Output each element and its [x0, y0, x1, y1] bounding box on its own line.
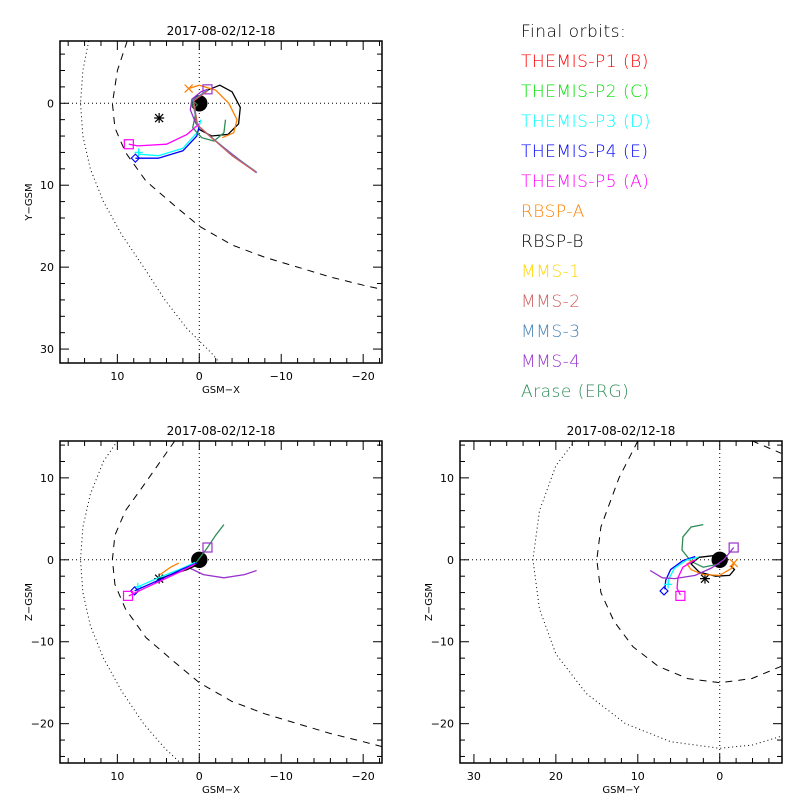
marker-rbsp-a: [184, 84, 194, 93]
magnetopause-curve: [111, 41, 382, 290]
marker-rbsp-b: [154, 573, 165, 584]
plot-frame: [59, 40, 383, 364]
plot-title: 2017-08-02/12-18: [567, 424, 676, 438]
orbit-mms-4: [189, 567, 257, 579]
plot-title: 2017-08-02/12-18: [167, 424, 276, 438]
y-tick-label: 0: [447, 554, 454, 567]
orbit-arase-erg: [194, 524, 225, 565]
x-tick-label: 0: [716, 770, 723, 783]
orbit-arase-erg: [681, 523, 720, 568]
xz-orbit-plot: 10 0 −10 −20 10 0 −10 −20 2017-08-02/12-18 GSM−X Z…: [24, 424, 383, 796]
marker-mms-4: [202, 84, 213, 95]
plot-area: [460, 441, 782, 763]
magnetopause-top-curve: [687, 441, 782, 454]
earth-disc: [711, 551, 728, 569]
magnetopause-curve: [596, 441, 782, 684]
orbit-mms-2: [192, 90, 257, 173]
legend-item-mms-4: MMS-4: [521, 352, 581, 372]
marker-themis-p3-d: [664, 580, 673, 589]
marker-rbsp-b: [699, 573, 710, 584]
orbit-rbsp-b: [194, 84, 241, 137]
orbit-mms-4: [649, 547, 735, 580]
plot-frame: [459, 440, 783, 764]
marker-themis-p5-a: [123, 139, 134, 150]
marker-themis-p3-d: [134, 148, 143, 157]
marker-themis-p4-e: [130, 153, 141, 163]
y-tick-label: −10: [431, 636, 454, 649]
x-axis-label: GSM−X: [202, 385, 240, 396]
y-axis-label: Y−GSM: [24, 183, 35, 221]
legend-item-mms-3: MMS-3: [521, 322, 581, 342]
bow-shock-curve: [532, 441, 782, 749]
orbit-themis-p3-d: [137, 119, 202, 157]
marker-themis-p4-e: [659, 586, 669, 596]
x-tick-label: 10: [110, 370, 124, 383]
orbit-rbsp-a: [686, 559, 735, 577]
x-tick-label: −10: [270, 370, 293, 383]
orbit-arase-erg: [191, 115, 227, 142]
marker-rbsp-b: [154, 113, 165, 124]
marker-mms-4: [202, 542, 213, 553]
y-tick-label: 20: [40, 261, 54, 274]
legend-item-themis-p1: THEMIS-P1 (B): [521, 52, 649, 72]
y-tick-label: −20: [431, 718, 454, 731]
x-tick-label: 0: [196, 770, 203, 783]
x-tick-label: 20: [549, 770, 563, 783]
marker-rbsp-a: [729, 558, 739, 568]
x-tick-label: −20: [352, 370, 375, 383]
orbit-themis-p3-d: [137, 561, 196, 588]
legend-title: Final orbits:: [521, 22, 627, 42]
legend-item-mms-1: MMS-1: [521, 262, 581, 282]
y-tick-label: −10: [31, 636, 54, 649]
plot-area: [60, 41, 382, 363]
y-tick-label: 10: [40, 472, 54, 485]
x-axis-label: GSM−Y: [602, 785, 640, 796]
orbit-themis-p5-a: [128, 563, 196, 597]
x-tick-label: 10: [110, 770, 124, 783]
x-tick-label: 10: [631, 770, 645, 783]
orbit-rbsp-a: [159, 562, 180, 576]
x-axis-label: GSM−X: [202, 785, 240, 796]
magnetopause-curve: [111, 441, 382, 748]
marker-themis-p5-a: [675, 590, 686, 601]
y-axis-label: Z−GSM: [24, 583, 35, 621]
x-tick-label: −20: [352, 770, 375, 783]
orbit-rbsp-a: [188, 84, 238, 139]
legend-item-themis-p3: THEMIS-P3 (D): [521, 112, 651, 132]
y-tick-label: 0: [47, 97, 54, 110]
plot-area: [60, 441, 382, 763]
plot-frame: [59, 440, 383, 764]
legend-item-arase: Arase (ERG): [521, 382, 630, 402]
x-tick-label: 0: [196, 370, 203, 383]
orbit-themis-p4-e: [134, 562, 198, 592]
y-tick-label: 30: [40, 343, 54, 356]
legend-item-themis-p4: THEMIS-P4 (E): [521, 142, 649, 162]
legend-item-themis-p5: THEMIS-P5 (A): [521, 172, 650, 192]
marker-mms-4: [728, 542, 739, 553]
marker-themis-p5-a: [122, 590, 134, 601]
x-tick-label: −10: [270, 770, 293, 783]
bow-shock-curve: [79, 441, 181, 763]
y-tick-label: 10: [440, 472, 454, 485]
marker-themis-p4-e: [129, 586, 140, 596]
y-tick-label: −20: [31, 718, 54, 731]
y-tick-label: 0: [47, 554, 54, 567]
legend-item-rbsp-b: RBSP-B: [521, 232, 584, 252]
y-axis-label: Z−GSM: [424, 583, 435, 621]
yz-orbit-plot: 30 20 10 0 10 0 −10 −20 2017-08-02/12-18 GSM−Y Z−G…: [424, 424, 783, 796]
earth-disc: [191, 551, 208, 569]
legend-item-mms-2: MMS-2: [521, 292, 581, 312]
orbit-themis-p5-a: [128, 123, 200, 147]
legend-item-themis-p2: THEMIS-P2 (C): [521, 82, 650, 102]
x-tick-label: 30: [467, 770, 481, 783]
legend-item-rbsp-a: RBSP-A: [521, 202, 585, 222]
y-tick-label: 10: [40, 179, 54, 192]
xy-orbit-plot: 10 0 −10 −20 0 10 20 30 2017-08-02/12-18 GSM−X Y−G…: [24, 24, 383, 396]
plot-title: 2017-08-02/12-18: [167, 24, 276, 38]
